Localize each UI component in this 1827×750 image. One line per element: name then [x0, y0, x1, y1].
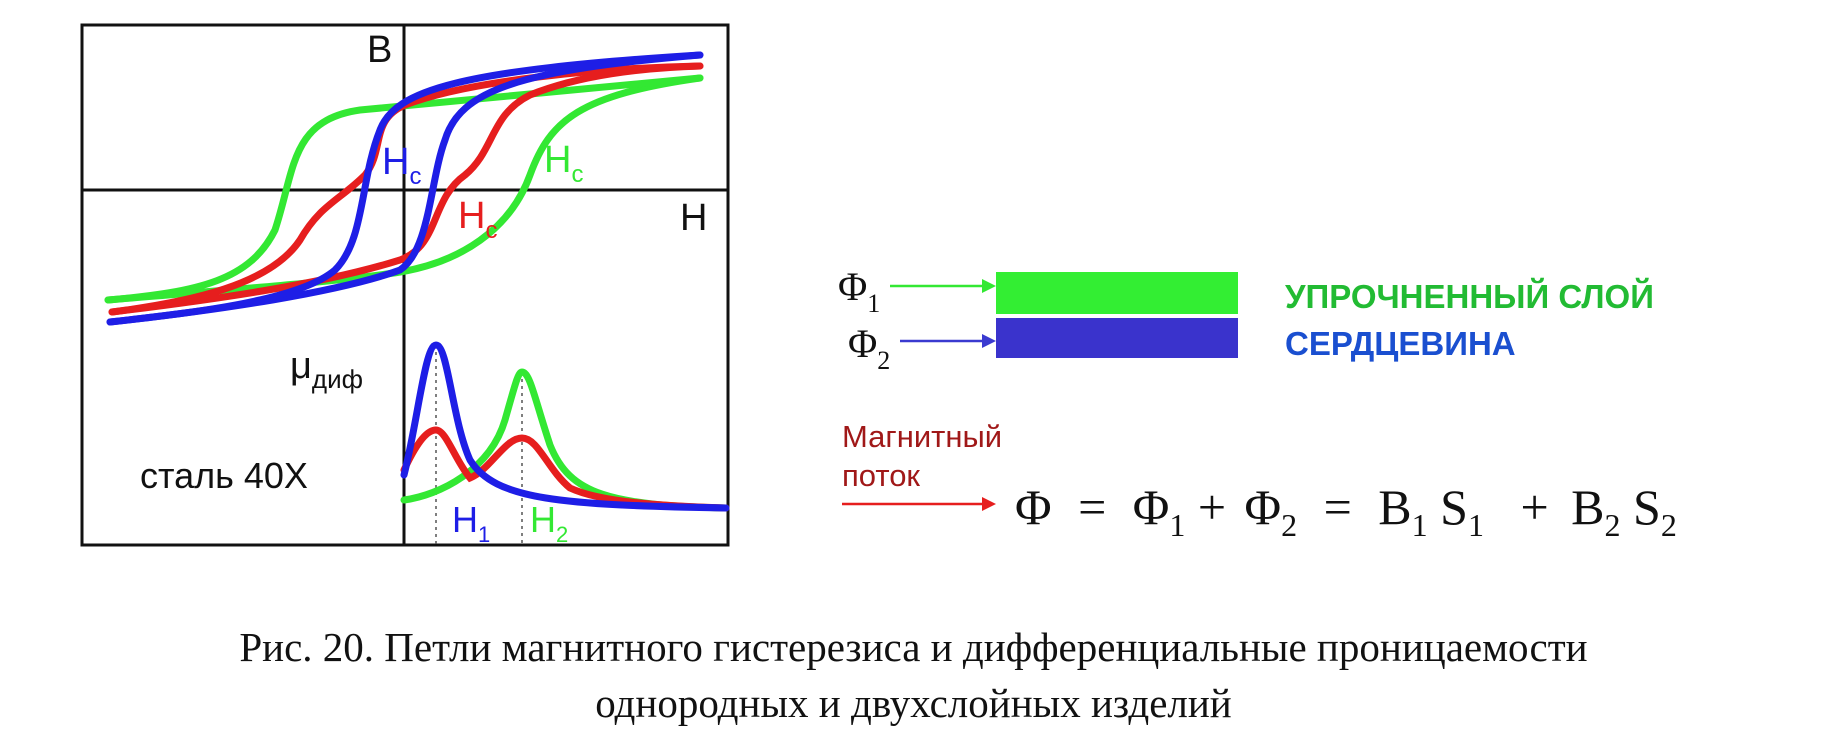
phi1-label: Φ1	[838, 264, 880, 318]
red-loop-lower-branch	[108, 62, 704, 316]
phi2-arrowhead	[982, 334, 996, 348]
hc-label-green: Hc	[544, 139, 583, 188]
flux-label-line2: поток	[842, 458, 920, 493]
caption-line-2: однородных и двухслойных изделий	[595, 680, 1232, 726]
blue-loop-upper-branch	[106, 51, 704, 326]
flux-formula: Φ = Φ1 + Φ2 = B1 S1 + B2 S2	[1015, 479, 1677, 547]
h2-label: H2	[530, 499, 568, 547]
phi1-arrowhead	[982, 279, 996, 293]
hc-label-red: Hc	[458, 195, 497, 244]
hardened-layer-label: УПРОЧНЕННЫЙ СЛОЙ	[1285, 277, 1654, 315]
phi2-label: Φ2	[848, 321, 890, 375]
green-loop-lower-branch	[104, 74, 704, 304]
h1-label: H1	[452, 499, 490, 547]
flux-label-line1: Магнитный	[842, 419, 1002, 454]
hc-label-blue: Hc	[382, 141, 421, 190]
flux-arrowhead	[982, 497, 996, 511]
hardened-layer-block	[996, 272, 1238, 314]
axis-h-label: H	[680, 197, 707, 239]
steel-label: сталь 40Х	[140, 455, 308, 496]
core-label: СЕРДЦЕВИНА	[1285, 325, 1516, 362]
core-block	[996, 318, 1238, 358]
caption-line-1: Рис. 20. Петли магнитного гистерезиса и …	[239, 624, 1588, 670]
red-mu-curve	[400, 426, 730, 512]
mu-dif-label: μдиф	[290, 345, 363, 394]
axis-b-label: B	[367, 29, 392, 71]
blue-mu-curve	[400, 341, 730, 512]
